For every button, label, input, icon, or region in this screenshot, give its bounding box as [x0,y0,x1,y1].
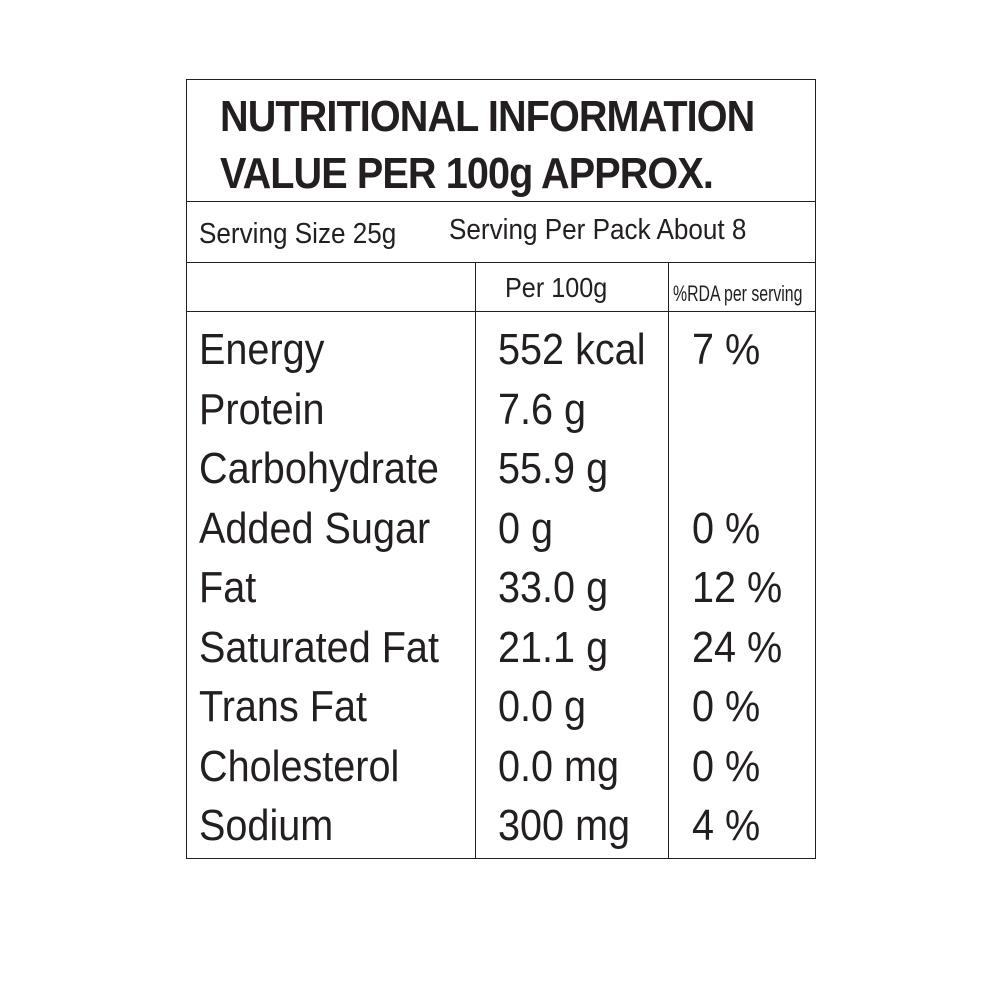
serving-size: Serving Size 25g [199,218,397,250]
nutrition-label: NUTRITIONAL INFORMATION VALUE PER 100g A… [186,79,816,859]
table-row: Sodium 300 mg 4 % [187,796,815,856]
label-title: NUTRITIONAL INFORMATION VALUE PER 100g A… [220,88,755,202]
nutrient-name: Energy [199,325,325,374]
table-row: Fat 33.0 g 12 % [187,558,815,618]
title-line-1: NUTRITIONAL INFORMATION [220,92,755,141]
nutrient-rda: 7 % [692,325,761,374]
nutrient-rda: 0 % [692,741,761,791]
table-row: Added Sugar 0 g 0 % [187,499,815,559]
nutrient-rda: 4 % [692,801,761,850]
nutrient-rda: 12 % [692,563,783,612]
table-row: Saturated Fat 21.1 g 24 % [187,618,815,678]
nutrient-name: Trans Fat [199,682,367,731]
nutrient-name: Saturated Fat [199,622,439,672]
column-divider-2 [668,262,669,859]
nutrient-name: Carbohydrate [199,444,439,493]
nutrient-per-100g: 0.0 g [498,682,587,731]
title-divider [187,201,815,202]
table-row: Cholesterol 0.0 mg 0 % [187,737,815,797]
column-divider-1 [475,262,476,859]
nutrient-per-100g: 55.9 g [498,444,609,493]
nutrient-name: Added Sugar [199,503,431,553]
nutrient-rda: 24 % [692,622,783,672]
nutrient-name: Cholesterol [199,741,400,791]
header-divider [187,311,815,312]
nutrient-per-100g: 0 g [498,503,554,553]
nutrient-rda: 0 % [692,503,761,553]
table-row: Carbohydrate 55.9 g [187,439,815,499]
servings-per-pack: Serving Per Pack About 8 [449,214,747,246]
title-line-2: VALUE PER 100g APPROX. [220,149,714,198]
nutrient-name: Fat [199,563,257,612]
serving-divider [187,262,815,263]
table-row: Trans Fat 0.0 g 0 % [187,677,815,737]
column-header-per-100g: Per 100g [505,272,608,303]
nutrient-per-100g: 552 kcal [498,325,646,374]
nutrient-rda: 0 % [692,682,761,731]
table-row: Protein 7.6 g [187,380,815,440]
nutrient-name: Sodium [199,801,334,850]
nutrient-per-100g: 7.6 g [498,384,587,434]
column-header-rda: %RDA per serving [673,281,803,306]
nutrient-per-100g: 21.1 g [498,622,609,672]
nutrient-table: Energy 552 kcal 7 % Protein 7.6 g Carboh… [187,320,815,856]
nutrient-per-100g: 300 mg [498,801,631,850]
nutrient-name: Protein [199,384,325,434]
nutrient-per-100g: 0.0 mg [498,741,620,791]
table-row: Energy 552 kcal 7 % [187,320,815,380]
nutrient-per-100g: 33.0 g [498,563,609,612]
